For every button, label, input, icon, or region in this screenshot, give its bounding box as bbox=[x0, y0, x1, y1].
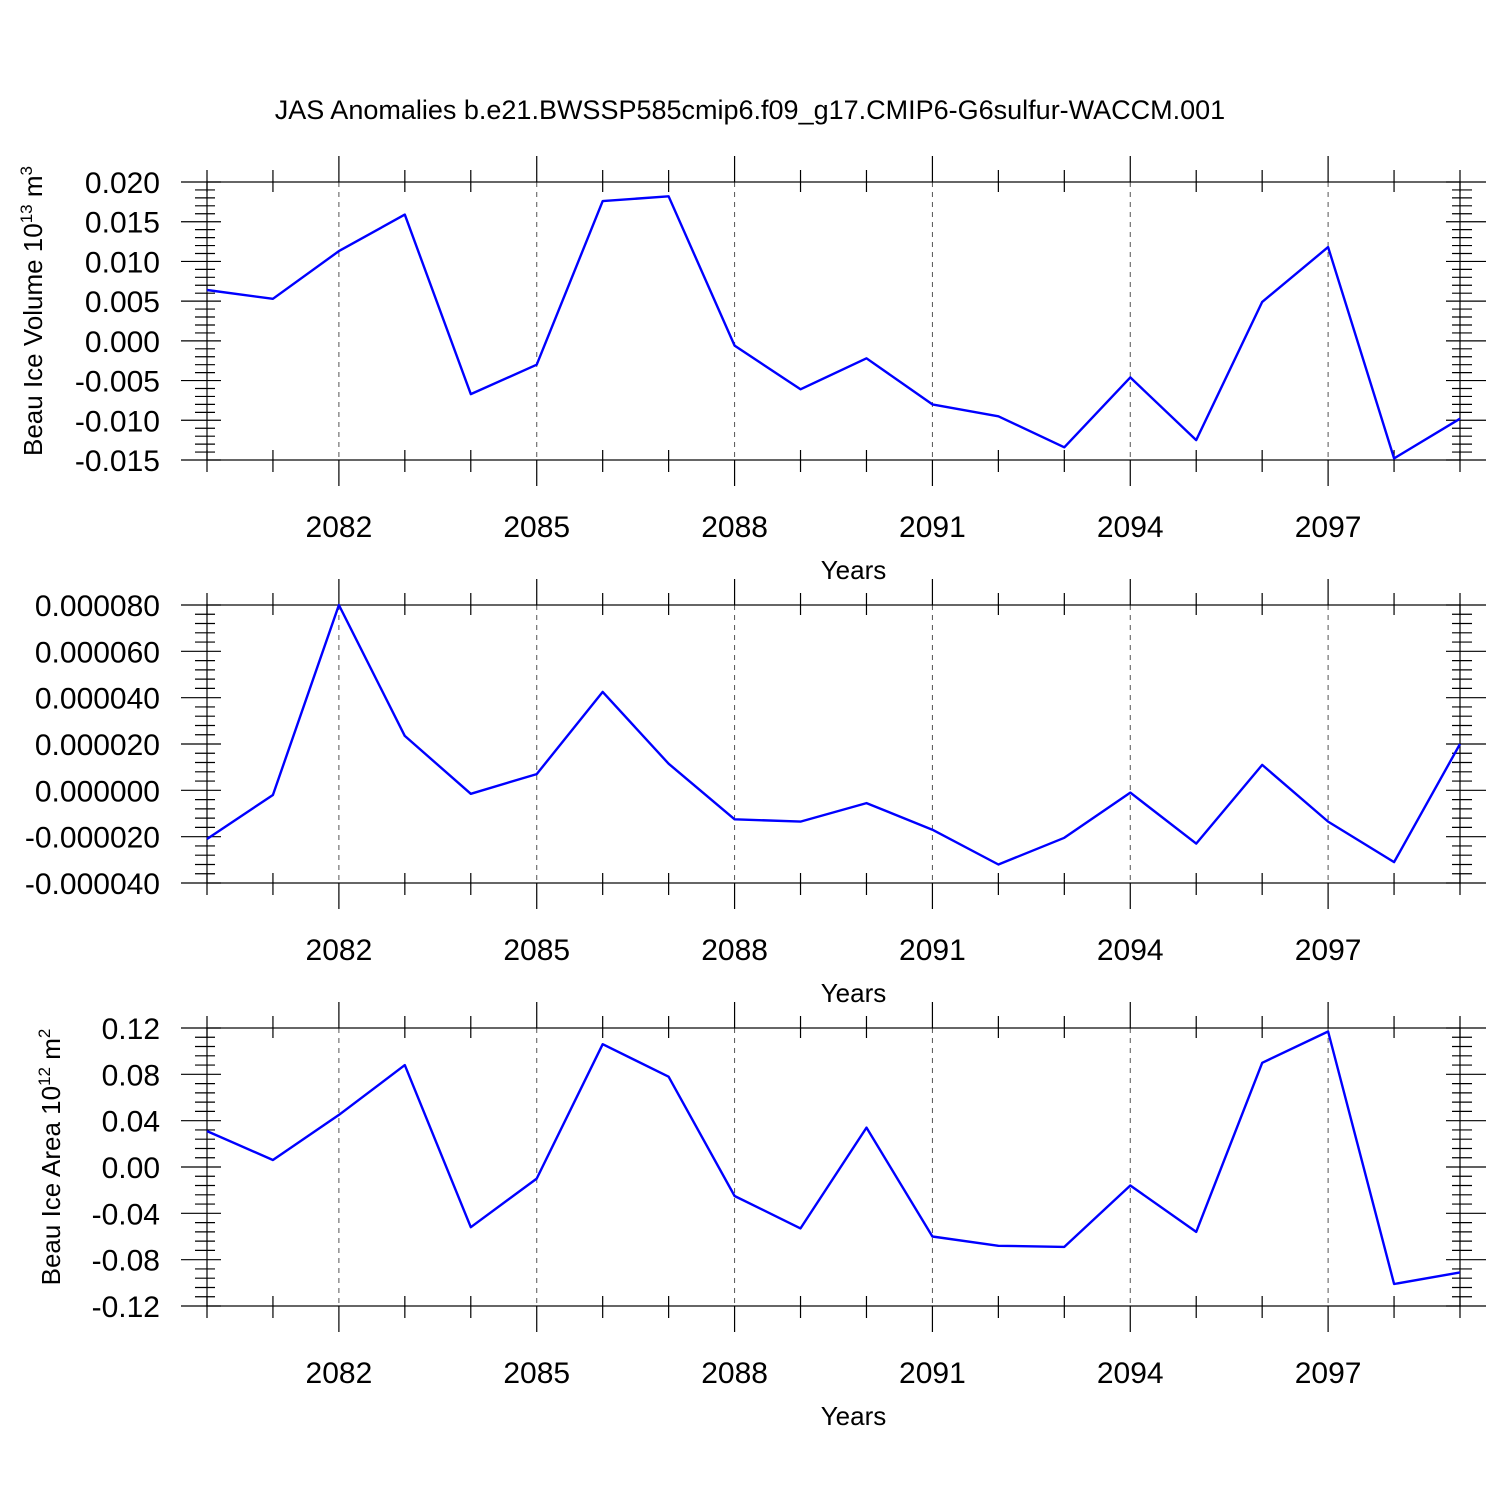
y-axis-label-superscript: 13 bbox=[17, 204, 36, 223]
y-tick-label: 0.000 bbox=[85, 326, 160, 359]
y-tick-label: 0.010 bbox=[85, 246, 160, 279]
x-tick-label: 2094 bbox=[1097, 511, 1164, 544]
y-tick-label: -0.12 bbox=[92, 1291, 160, 1324]
plot-frame bbox=[206, 1027, 1461, 1307]
y-tick-label: 0.015 bbox=[85, 207, 160, 240]
panel-3: 2082 2085 2088 2091 2094 2097 Years -0.12 -0.08 -… bbox=[35, 1002, 1486, 1431]
x-tick-label: 2091 bbox=[899, 1357, 966, 1390]
series-line bbox=[206, 195, 1461, 460]
x-tick-label: 2082 bbox=[306, 1357, 373, 1390]
panels: 2082 2085 2088 2091 2094 2097 Years -0.015 -0.01… bbox=[17, 156, 1486, 1431]
panel-1: 2082 2085 2088 2091 2094 2097 Years -0.015 -0.01… bbox=[17, 156, 1486, 585]
x-tick-label: 2082 bbox=[306, 511, 373, 544]
plot-frame bbox=[206, 181, 1461, 461]
y-tick-label: 0.005 bbox=[85, 286, 160, 319]
y-tick-label: 0.000040 bbox=[35, 683, 160, 716]
y-axis-label-superscript: 12 bbox=[35, 1067, 54, 1086]
y-tick-label: 0.000080 bbox=[35, 590, 160, 623]
x-tick-label: 2091 bbox=[899, 934, 966, 967]
plot-frame bbox=[206, 604, 1461, 884]
x-tick-label: 2085 bbox=[503, 1357, 570, 1390]
x-tick-label: 2088 bbox=[701, 511, 768, 544]
y-axis-label-superscript: 3 bbox=[17, 166, 36, 175]
x-axis-label: Years bbox=[821, 555, 887, 585]
y-axis-label-superscript: 2 bbox=[35, 1029, 54, 1038]
x-tick-label: 2082 bbox=[306, 934, 373, 967]
y-tick-label: 0.000020 bbox=[35, 729, 160, 762]
y-tick-label: 0.020 bbox=[85, 167, 160, 200]
y-axis-label-text: m bbox=[18, 175, 48, 204]
y-axis-label-text: Beau Ice Volume 10 bbox=[18, 223, 48, 456]
x-tick-label: 2094 bbox=[1097, 934, 1164, 967]
y-tick-label: 0.000000 bbox=[35, 775, 160, 808]
y-tick-label: 0.04 bbox=[102, 1106, 160, 1139]
x-tick-label: 2094 bbox=[1097, 1357, 1164, 1390]
figure-title: JAS Anomalies b.e21.BWSSP585cmip6.f09_g1… bbox=[275, 95, 1225, 125]
y-axis-label-text: m bbox=[36, 1038, 66, 1067]
x-tick-label: 2097 bbox=[1295, 934, 1362, 967]
y-tick-label: 0.12 bbox=[102, 1013, 160, 1046]
y-axis-label: Beau Ice Volume 1013 m3 bbox=[17, 166, 48, 456]
x-tick-label: 2097 bbox=[1295, 1357, 1362, 1390]
y-tick-label: -0.04 bbox=[92, 1198, 160, 1231]
x-tick-label: 2088 bbox=[701, 934, 768, 967]
y-tick-label: -0.010 bbox=[75, 405, 160, 438]
x-tick-label: 2091 bbox=[899, 511, 966, 544]
x-tick-label: 2085 bbox=[503, 934, 570, 967]
y-tick-label: 0.00 bbox=[102, 1152, 160, 1185]
x-tick-label: 2088 bbox=[701, 1357, 768, 1390]
y-tick-label: 0.08 bbox=[102, 1059, 160, 1092]
y-axis-label: Beau Ice Area 1012 m2 bbox=[35, 1029, 66, 1286]
x-axis-label: Years bbox=[821, 1401, 887, 1431]
panel-2: 2082 2085 2088 2091 2094 2097 Years -0.000040 -0… bbox=[25, 579, 1486, 1008]
y-tick-label: -0.000020 bbox=[25, 822, 160, 855]
y-tick-label: -0.005 bbox=[75, 366, 160, 399]
x-tick-label: 2097 bbox=[1295, 511, 1362, 544]
y-tick-label: 0.000060 bbox=[35, 636, 160, 669]
x-axis-label: Years bbox=[821, 978, 887, 1008]
series-line bbox=[206, 1030, 1461, 1286]
y-axis-label-text: Beau Ice Area 10 bbox=[36, 1086, 66, 1285]
y-tick-label: -0.000040 bbox=[25, 868, 160, 901]
series-line bbox=[206, 603, 1462, 866]
y-tick-label: -0.015 bbox=[75, 445, 160, 478]
x-tick-label: 2085 bbox=[503, 511, 570, 544]
y-tick-label: -0.08 bbox=[92, 1245, 160, 1278]
